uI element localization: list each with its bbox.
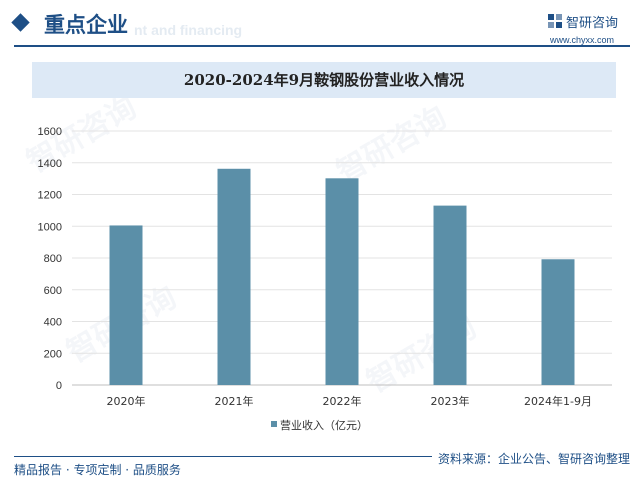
y-tick-label: 1400 [38,158,62,170]
bar-chart: 0 200 400 600 800 1000 1200 1400 1600 2020年 2021年 2… [38,126,612,432]
chart-title: 2020-2024年9月鞍钢股份营业收入情况 [183,71,465,89]
y-tick-label: 1600 [38,126,62,138]
y-tick-label: 1200 [38,190,62,202]
logo-icon [548,14,562,28]
x-tick-label: 2021年 [215,394,254,408]
bar [541,259,575,385]
bar [217,168,251,385]
logo-url: www.chyxx.com [550,35,615,45]
y-tick-label: 200 [44,348,62,360]
x-tick-label: 2023年 [431,394,470,408]
bar [325,178,359,385]
y-tick-label: 0 [56,380,62,392]
footer-divider [14,456,630,457]
legend-swatch [271,421,277,427]
x-tick-label: 2022年 [323,394,362,408]
header-divider [14,45,630,47]
y-tick-label: 600 [44,285,62,297]
bar [433,205,467,385]
bar [109,225,143,385]
section-title: 重点企业 [44,13,128,37]
data-source: 资料来源：企业公告、智研咨询整理 [431,450,630,467]
x-tick-label: 2024年1-9月 [524,394,592,408]
diamond-icon [11,13,30,32]
y-tick-label: 800 [44,253,62,265]
legend-label: 营业收入（亿元） [280,418,368,432]
y-tick-label: 1000 [38,221,62,233]
logo: 智研咨询 www.chyxx.com [548,12,638,48]
footer-tagline: 精品报告 · 专项定制 · 品质服务 [14,463,181,477]
x-tick-label: 2020年 [107,394,146,408]
y-tick-label: 400 [44,317,62,329]
header: 重点企业 nt and financing 智研咨询 www.chyxx.com [0,0,644,52]
logo-name: 智研咨询 [566,16,619,31]
header-background-text: nt and financing [134,22,243,38]
chart-title-band: 2020-2024年9月鞍钢股份营业收入情况 [32,62,616,98]
